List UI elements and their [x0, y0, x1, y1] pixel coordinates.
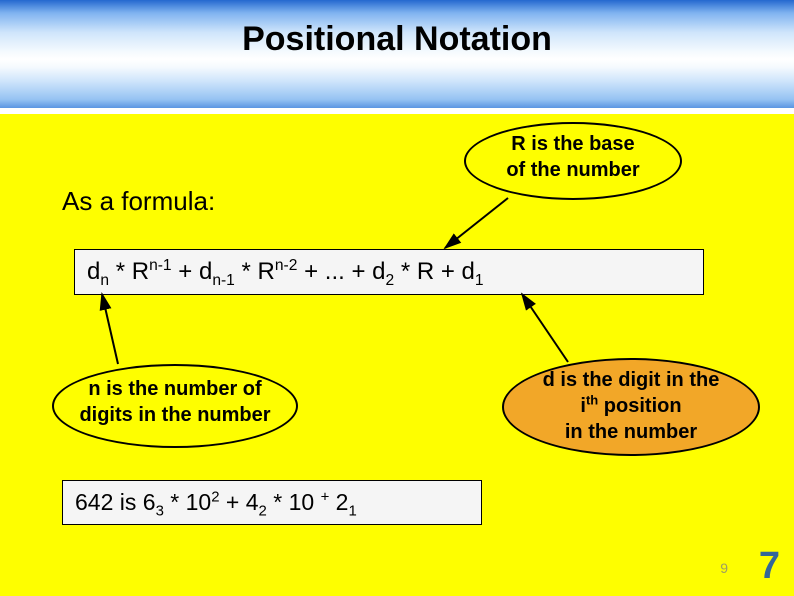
f1-t4: * R — [235, 258, 275, 285]
header-strip — [0, 108, 794, 114]
callout-d-digit-text: d is the digit in the ith position in th… — [502, 367, 760, 445]
f1-s4: n-2 — [275, 257, 298, 274]
f2-s1: 3 — [156, 503, 164, 520]
as-formula-label: As a formula: — [62, 186, 215, 217]
callout-n-digits-line1: n is the number of — [88, 378, 261, 400]
footer-slide-number: 7 — [759, 545, 780, 588]
f2-plus: + — [321, 488, 330, 505]
f2-s5: 1 — [348, 503, 356, 520]
f1-t3: + d — [172, 258, 213, 285]
f1-t2: * R — [109, 258, 149, 285]
formula-box-example: 642 is 63 * 102 + 42 * 10 + 21 — [62, 480, 482, 525]
f1-t6: * R + d — [394, 258, 475, 285]
slide-title: Positional Notation — [0, 20, 794, 59]
callout-n-digits-text: n is the number of digits in the number — [52, 376, 298, 428]
f1-s3: n-1 — [212, 272, 235, 289]
f2-t3: + 4 — [220, 489, 259, 515]
callout-d-digit-line2-post: position — [598, 395, 681, 417]
footer-source-page: 9 — [720, 560, 728, 576]
f2-t4: * 10 — [267, 489, 321, 515]
f1-s5: 2 — [385, 272, 394, 289]
f1-s1: n — [100, 272, 109, 289]
f2-pre: 642 is 6 — [75, 489, 156, 515]
formula-box-general: dn * Rn-1 + dn-1 * Rn-2 + ... + d2 * R +… — [74, 249, 704, 295]
f2-s3: 2 — [259, 503, 267, 520]
callout-r-base-line2: of the number — [506, 159, 639, 181]
f1-s2: n-1 — [149, 257, 172, 274]
callout-n-digits-line2: digits in the number — [79, 404, 270, 426]
callout-r-base-text: R is the base of the number — [464, 131, 682, 183]
callout-d-digit-line3: in the number — [565, 421, 697, 443]
f1-t5: + ... + d — [297, 258, 385, 285]
f1-t1: d — [87, 258, 100, 285]
slide: Positional Notation As a formula: R is t… — [0, 0, 794, 596]
callout-d-digit-line2-sup: th — [586, 392, 598, 407]
f2-s2: 2 — [211, 488, 219, 505]
callout-d-digit-line1: d is the digit in the — [543, 369, 720, 391]
callout-r-base-line1: R is the base — [511, 133, 634, 155]
f1-s6: 1 — [475, 272, 484, 289]
f2-t2: * 10 — [164, 489, 211, 515]
f2-t5: 2 — [329, 489, 348, 515]
